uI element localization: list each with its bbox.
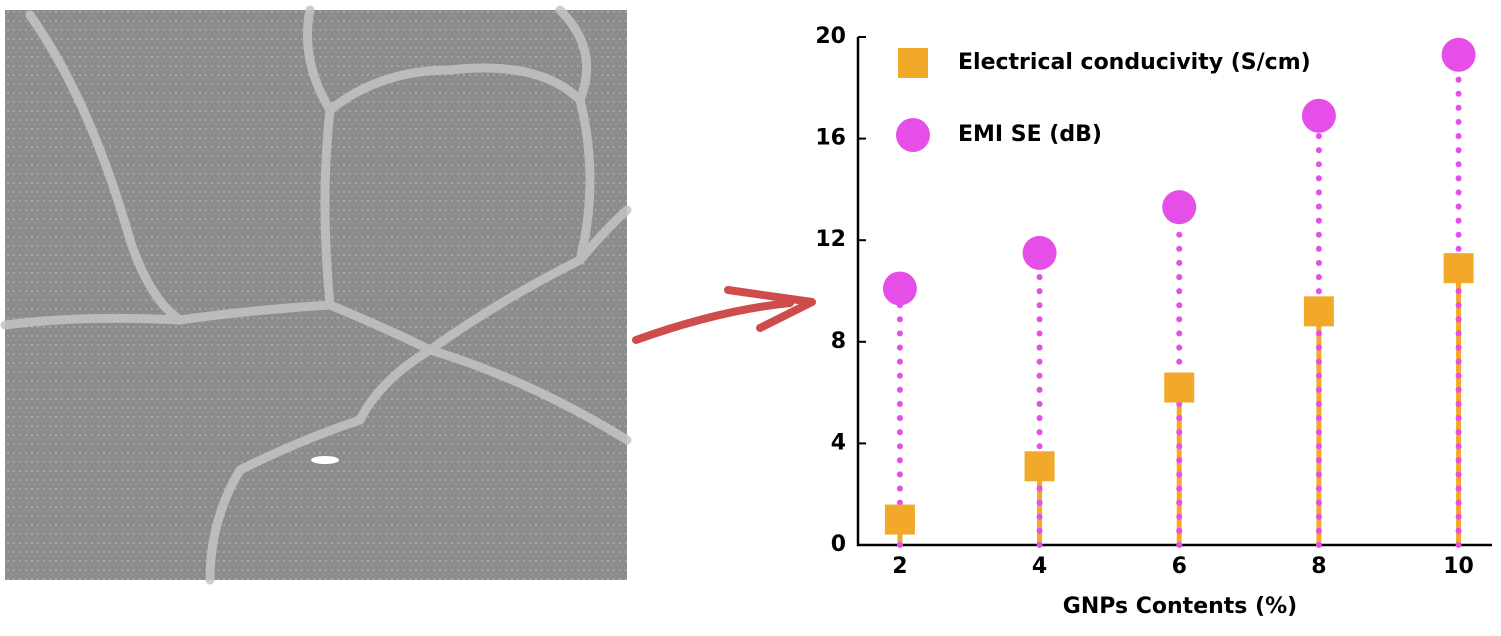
y-tick-label: 12 <box>815 227 846 252</box>
y-tick-label: 20 <box>815 24 846 49</box>
y-tick-label: 0 <box>831 532 846 557</box>
data-point <box>884 504 915 535</box>
legend-label: Electrical conducivity (S/cm) <box>958 50 1311 75</box>
legend-marker <box>898 48 928 78</box>
x-tick-label: 6 <box>1172 554 1187 579</box>
legend-label: EMI SE (dB) <box>958 122 1102 147</box>
data-point <box>882 271 917 306</box>
legend-marker <box>896 118 930 152</box>
y-tick-label: 4 <box>831 430 846 455</box>
sem-image <box>0 5 632 585</box>
data-point <box>1162 190 1197 225</box>
x-tick-label: 10 <box>1443 554 1474 579</box>
y-tick-label: 16 <box>815 126 846 151</box>
x-tick-label: 4 <box>1032 554 1047 579</box>
data-point <box>1164 372 1195 403</box>
x-axis-label: GNPs Contents (%) <box>1063 594 1297 619</box>
data-point <box>1301 98 1336 133</box>
data-point <box>1024 451 1055 482</box>
x-tick-label: 8 <box>1311 554 1326 579</box>
data-point <box>1303 296 1334 327</box>
arrow <box>632 286 816 344</box>
data-point <box>1022 235 1057 270</box>
x-tick-label: 2 <box>892 554 907 579</box>
y-tick-label: 8 <box>831 329 846 354</box>
data-point <box>1443 253 1474 284</box>
data-point <box>1441 37 1476 72</box>
